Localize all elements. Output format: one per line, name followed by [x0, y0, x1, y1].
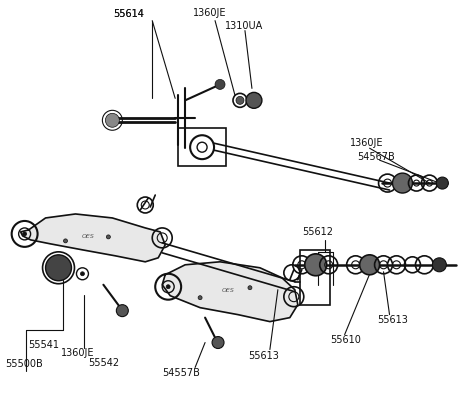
Circle shape	[63, 239, 67, 243]
Circle shape	[80, 272, 84, 276]
Circle shape	[392, 173, 412, 193]
Circle shape	[212, 337, 224, 349]
Text: 54557B: 54557B	[162, 368, 200, 379]
Circle shape	[245, 92, 261, 109]
Text: 55614: 55614	[113, 9, 144, 18]
Bar	[299, 250, 329, 305]
Circle shape	[236, 96, 244, 104]
Text: OES: OES	[221, 288, 234, 293]
Polygon shape	[20, 214, 165, 262]
Text: 55541: 55541	[29, 339, 59, 349]
Circle shape	[432, 258, 445, 272]
Text: 55542: 55542	[88, 358, 119, 369]
Circle shape	[435, 177, 447, 189]
Circle shape	[198, 296, 202, 300]
Circle shape	[214, 79, 225, 90]
Circle shape	[359, 255, 379, 275]
Text: 55612: 55612	[301, 227, 332, 237]
Bar	[178, 128, 225, 166]
Text: 55613: 55613	[377, 314, 407, 325]
Text: 55610: 55610	[329, 335, 360, 344]
Text: 1360JE: 1360JE	[193, 8, 226, 18]
Circle shape	[23, 232, 26, 236]
Circle shape	[116, 305, 128, 316]
Text: 54567B: 54567B	[357, 152, 394, 162]
Text: OES: OES	[82, 234, 94, 239]
Text: 55613: 55613	[247, 351, 278, 362]
Text: 1360JE: 1360JE	[349, 138, 382, 148]
Text: 55614: 55614	[113, 9, 144, 18]
Circle shape	[304, 254, 326, 276]
Text: 1360JE: 1360JE	[60, 349, 94, 358]
Circle shape	[247, 286, 251, 290]
Circle shape	[166, 285, 170, 289]
Circle shape	[105, 113, 119, 127]
Text: 1310UA: 1310UA	[225, 21, 263, 30]
Text: 55500B: 55500B	[6, 360, 44, 369]
Circle shape	[45, 255, 71, 281]
Polygon shape	[162, 262, 297, 321]
Circle shape	[106, 235, 110, 239]
